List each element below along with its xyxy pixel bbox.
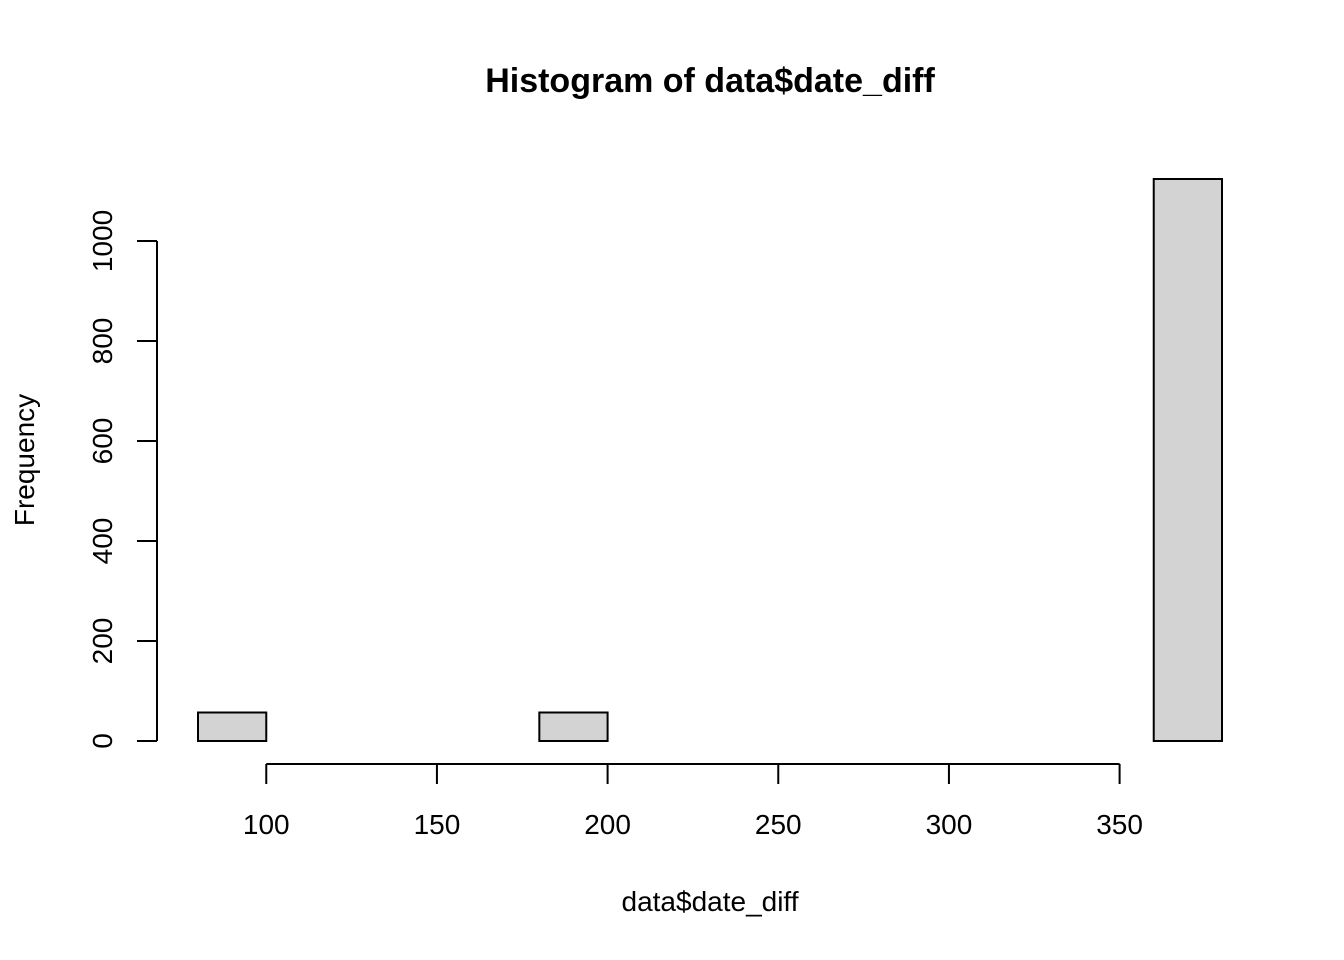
x-tick-label: 100: [243, 809, 290, 840]
x-tick-label: 200: [584, 809, 631, 840]
x-tick-label: 250: [755, 809, 802, 840]
y-axis-title: Frequency: [9, 394, 40, 526]
y-tick-label: 400: [87, 518, 118, 565]
x-tick-label: 300: [926, 809, 973, 840]
y-tick-label: 200: [87, 618, 118, 665]
x-tick-label: 150: [414, 809, 461, 840]
y-tick-label: 1000: [87, 210, 118, 272]
chart-title: Histogram of data$date_diff: [485, 62, 935, 100]
bars-group: [197, 178, 1223, 742]
histogram-bar: [197, 711, 268, 742]
y-tick-label: 0: [87, 733, 118, 749]
x-axis: 100 150 200 250 300 350: [243, 763, 1143, 840]
y-tick-label: 800: [87, 318, 118, 365]
y-tick-label: 600: [87, 418, 118, 465]
x-tick-label: 350: [1096, 809, 1143, 840]
histogram-bar: [538, 711, 609, 742]
y-axis: 0 200 400 600 800 1000: [87, 210, 158, 749]
x-axis-title: data$date_diff: [622, 886, 799, 917]
histogram-bar: [1152, 178, 1223, 742]
